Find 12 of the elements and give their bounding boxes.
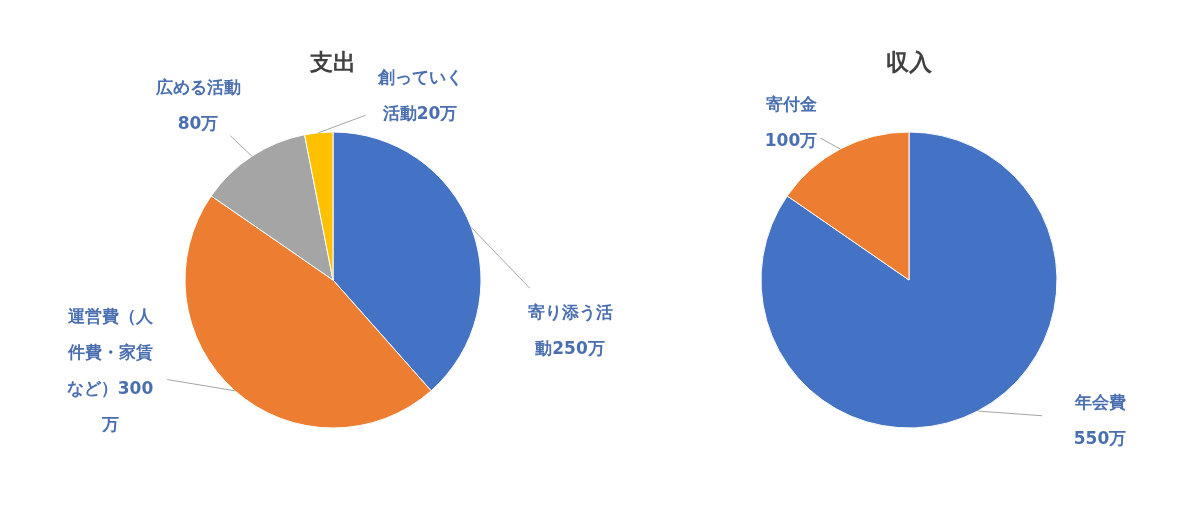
pie-slice	[760, 131, 1058, 429]
data-label: 100万	[764, 130, 818, 150]
chart-title: 支出	[309, 49, 356, 75]
slice-label: 年会費	[1073, 392, 1126, 412]
chart-title: 収入	[886, 49, 933, 75]
data-label: 80万	[177, 113, 219, 133]
slice-label: 創っていく活動20万	[376, 67, 463, 123]
slice-label: 運営費（人件費・家賃など）300万	[66, 306, 154, 434]
slice-label: 寄り添う活動250万	[527, 302, 613, 358]
data-label: 550万	[1073, 428, 1127, 448]
slice-label: 広める活動	[154, 77, 241, 97]
slice-label: 寄付金	[765, 94, 817, 114]
